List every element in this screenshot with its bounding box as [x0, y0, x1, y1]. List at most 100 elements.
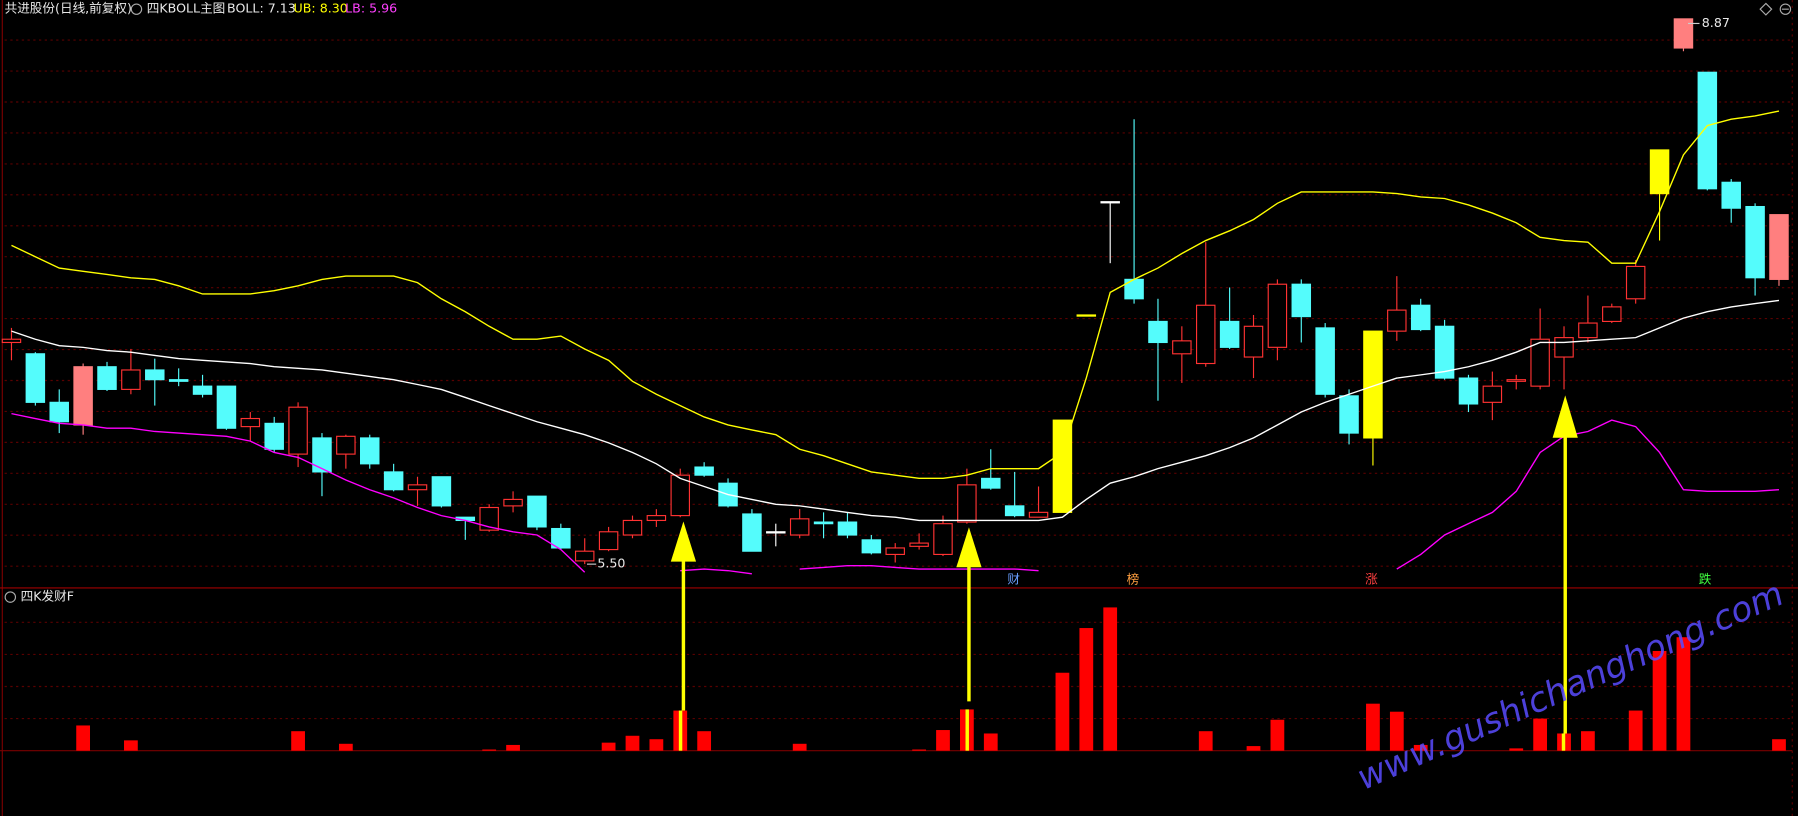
candle-body	[192, 385, 213, 395]
bar	[124, 740, 138, 751]
bar	[1509, 748, 1524, 751]
bar	[1628, 710, 1643, 751]
candle-body	[1602, 306, 1622, 323]
candle-body	[1028, 511, 1049, 518]
band-line	[11, 110, 1780, 480]
candle-body	[312, 437, 332, 473]
arrow-head	[956, 527, 982, 568]
candle-body	[1243, 325, 1264, 358]
candle-body	[25, 353, 46, 403]
bar	[649, 739, 664, 751]
bar	[1533, 718, 1548, 751]
bar	[1389, 711, 1404, 751]
candle-body	[240, 417, 261, 428]
candle-body	[1315, 327, 1335, 395]
candle-body	[145, 369, 165, 381]
candle-body	[742, 513, 762, 552]
candle-body	[527, 495, 547, 528]
candle-body	[981, 477, 1001, 489]
candle-body	[1076, 314, 1097, 317]
bar	[792, 743, 807, 751]
legend-lb: LB: 5.96	[345, 1, 397, 16]
candle-body	[407, 484, 428, 491]
candle-body	[1195, 304, 1216, 365]
bar	[1103, 607, 1118, 751]
plot: 8.87 5.50	[1, 15, 1789, 751]
candle-body	[288, 406, 308, 455]
minus-icon[interactable]	[1779, 3, 1792, 15]
marker: 财	[1007, 571, 1020, 586]
signal-stripe	[1561, 733, 1566, 751]
candle-body	[1506, 379, 1526, 382]
legend-ub: UB: 8.30	[294, 1, 348, 16]
candle-body	[1148, 320, 1168, 344]
bar	[1413, 744, 1428, 751]
low-label: 5.50	[597, 556, 625, 571]
candle-body	[264, 422, 284, 450]
candle-body	[1219, 320, 1240, 348]
candle-body	[479, 506, 499, 531]
candle-body	[1267, 283, 1288, 348]
diamond-icon[interactable]	[1759, 2, 1773, 16]
candle-body	[622, 519, 643, 536]
candle-body	[1673, 18, 1694, 49]
candle-body	[1530, 338, 1550, 387]
candle-body	[503, 498, 523, 507]
candle-body	[551, 527, 571, 549]
bar	[1676, 637, 1691, 751]
high-label: 8.87	[1702, 15, 1730, 30]
signal-stripe	[965, 709, 969, 751]
candle-body	[957, 484, 977, 523]
bar	[1079, 628, 1094, 751]
stock-title: 共进股份(日线,前复权)	[5, 1, 132, 16]
candle-body	[909, 542, 929, 547]
bar	[1366, 703, 1380, 751]
collapse-icon[interactable]	[4, 591, 17, 603]
bar	[983, 733, 998, 751]
candle-body	[646, 515, 667, 522]
candle-body	[885, 547, 905, 555]
candle-body	[1721, 181, 1741, 209]
bar	[697, 731, 712, 751]
bar	[506, 744, 520, 751]
legend-boll: BOLL: 7.13	[227, 1, 296, 16]
candle-body	[97, 366, 117, 390]
bar	[1581, 731, 1595, 751]
candle-body	[1697, 71, 1718, 190]
candle-body	[1458, 377, 1479, 405]
candle-body	[383, 471, 404, 491]
candle-body	[121, 369, 141, 390]
bar	[912, 749, 926, 751]
candle-body	[1004, 505, 1025, 517]
candle-body	[73, 366, 93, 426]
candle-body	[1052, 419, 1073, 513]
collapse-icon[interactable]	[130, 3, 143, 15]
bar	[936, 730, 950, 751]
candle-body	[933, 523, 953, 555]
candle-body	[789, 518, 810, 536]
indicator-title: 四K发财F	[21, 589, 74, 604]
bar	[1246, 746, 1261, 751]
candle-body	[168, 379, 189, 382]
candle-body	[861, 539, 882, 554]
candle-body	[1554, 337, 1574, 358]
bar	[625, 735, 640, 751]
candle-body	[336, 435, 356, 455]
bar	[601, 742, 616, 751]
candle-body	[360, 437, 380, 465]
arrow-head	[1552, 395, 1578, 438]
candle-body	[431, 476, 452, 507]
candle-body	[574, 550, 595, 562]
candle-body	[1434, 325, 1455, 379]
bar	[1652, 650, 1667, 751]
candle-body	[1339, 395, 1359, 434]
candle-body	[1649, 149, 1670, 195]
bar	[1270, 719, 1285, 751]
arrow-head	[670, 521, 697, 562]
bar	[338, 743, 353, 751]
marker: 榜	[1127, 571, 1140, 586]
marker: 涨	[1365, 571, 1378, 586]
marker: 跌	[1699, 571, 1712, 586]
candle-body	[1625, 265, 1646, 300]
